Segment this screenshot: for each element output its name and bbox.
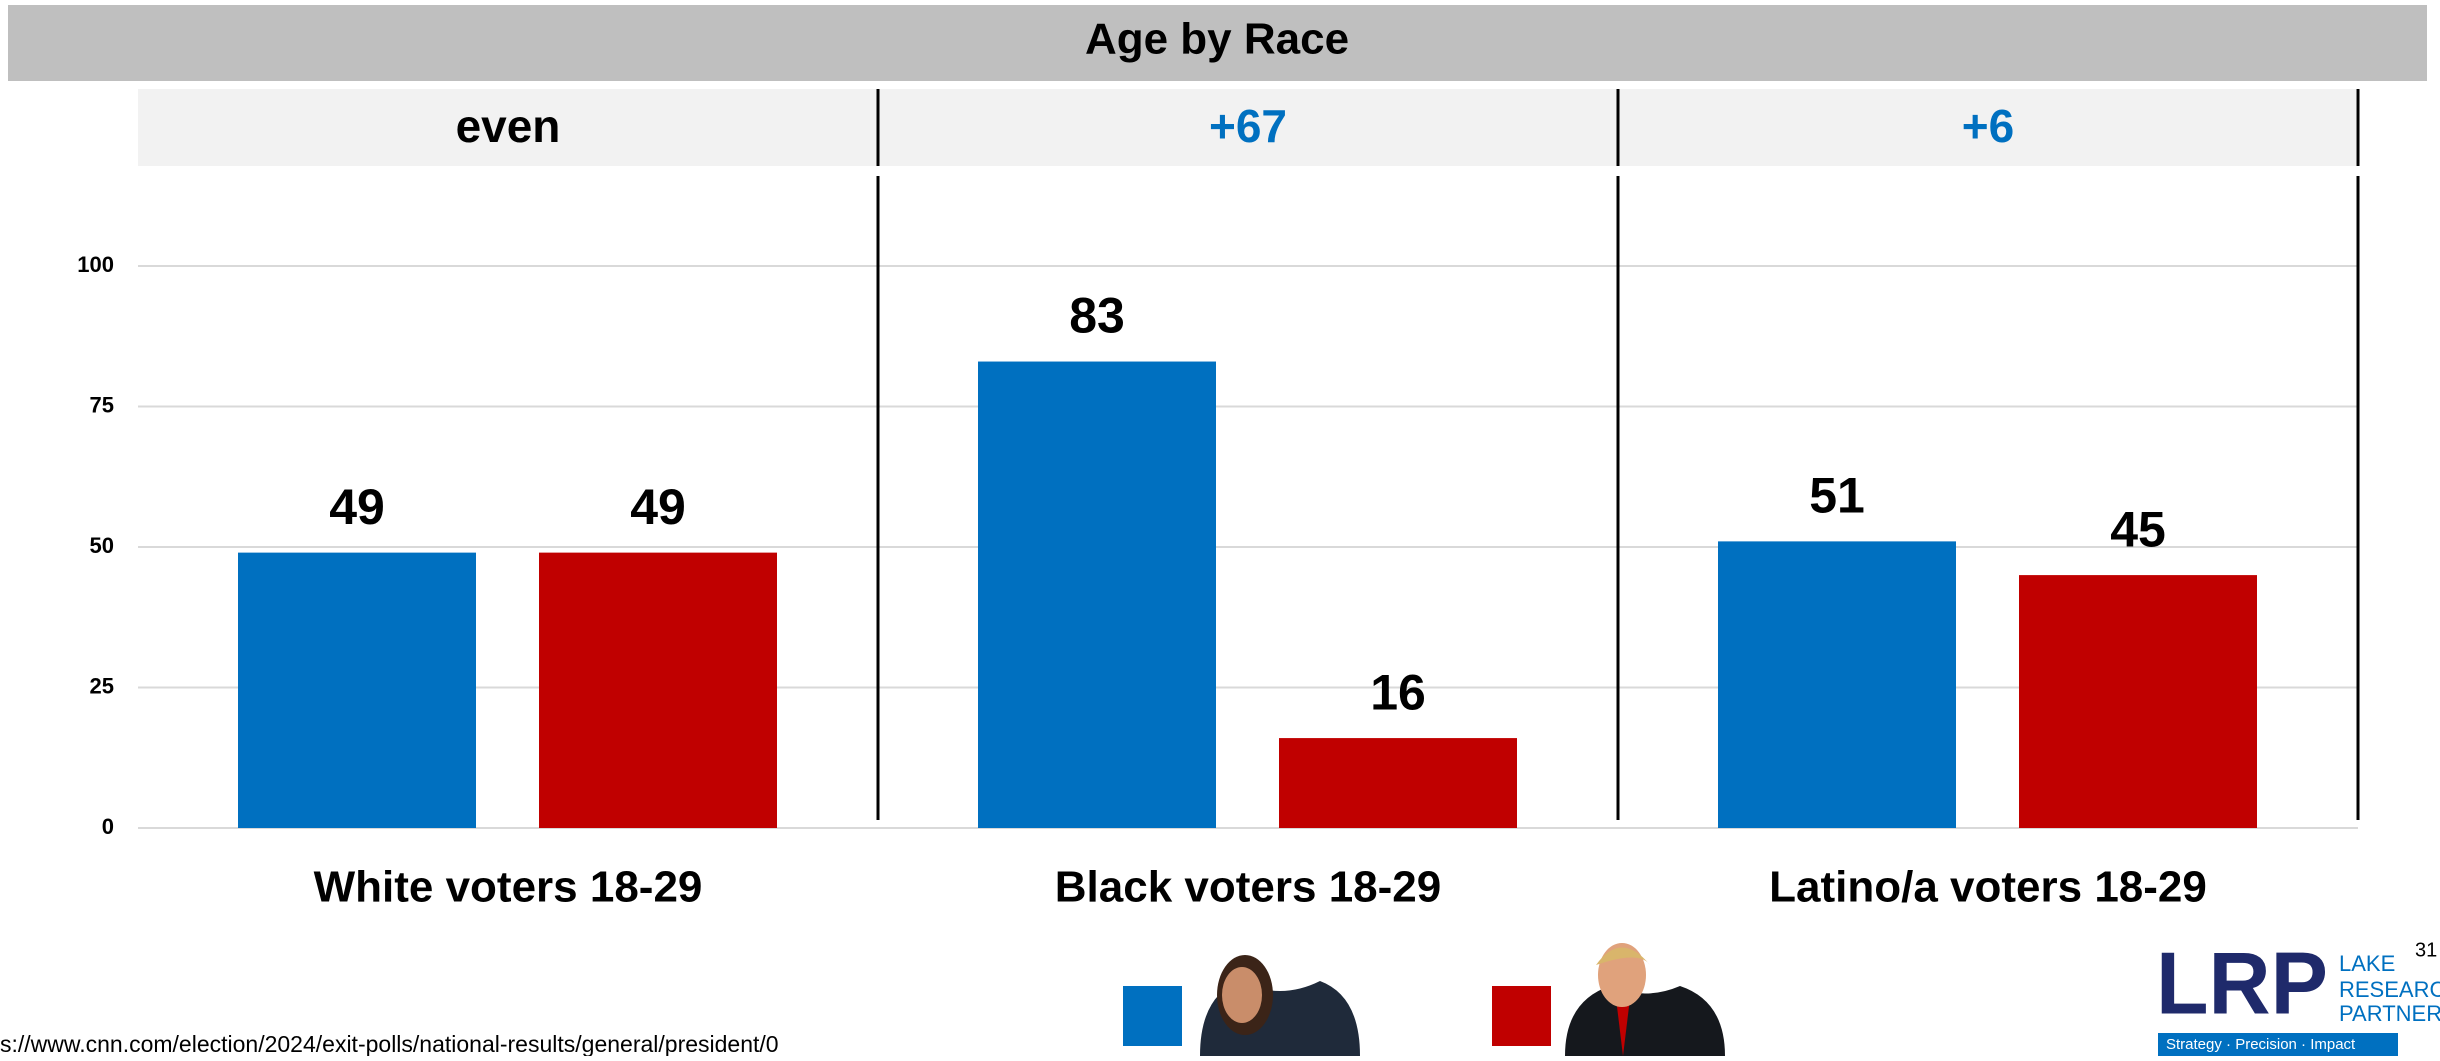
value-label: 16 bbox=[1370, 664, 1426, 720]
x-tick-label: Black voters 18-29 bbox=[1055, 863, 1441, 912]
source: s://www.cnn.com/election/2024/exit-polls… bbox=[0, 1031, 779, 1056]
bar bbox=[1279, 738, 1517, 828]
margin-label: even bbox=[456, 100, 561, 152]
logo-bar bbox=[2158, 1033, 2398, 1056]
logo-tagline: Strategy · Precision · Impact bbox=[2166, 1036, 2356, 1053]
value-label: 51 bbox=[1809, 468, 1865, 524]
value-label: 49 bbox=[630, 479, 686, 535]
portrait-harris bbox=[1200, 955, 1360, 1056]
legend-swatch bbox=[1123, 986, 1182, 1046]
chart-title: Age by Race bbox=[1085, 15, 1349, 64]
y-tick-label: 100 bbox=[77, 252, 114, 277]
page-number: 31 bbox=[2415, 939, 2437, 961]
portrait-trump bbox=[1565, 943, 1725, 1056]
y-tick-label: 25 bbox=[90, 673, 114, 698]
y-tick-label: 50 bbox=[90, 533, 114, 558]
bar bbox=[978, 361, 1216, 828]
logo-line: LAKE bbox=[2339, 951, 2395, 976]
value-label: 45 bbox=[2110, 501, 2166, 557]
logo-line: RESEARCH bbox=[2339, 977, 2440, 1002]
bar bbox=[539, 552, 777, 828]
margin-label: +6 bbox=[1962, 100, 2014, 152]
margin-row bbox=[138, 89, 2356, 166]
legend-swatch bbox=[1492, 986, 1551, 1046]
x-tick-label: Latino/a voters 18-29 bbox=[1769, 863, 2207, 912]
margin-label: +67 bbox=[1209, 100, 1287, 152]
bar bbox=[238, 552, 476, 828]
x-tick-label: White voters 18-29 bbox=[314, 863, 703, 912]
title-bar bbox=[8, 5, 2427, 81]
y-tick-label: 75 bbox=[90, 392, 114, 417]
bar bbox=[2019, 575, 2257, 828]
value-label: 49 bbox=[329, 479, 385, 535]
bar bbox=[1718, 541, 1956, 828]
logo-mark: LRP bbox=[2156, 933, 2328, 1032]
value-label: 83 bbox=[1069, 288, 1125, 344]
y-tick-label: 0 bbox=[102, 814, 114, 839]
